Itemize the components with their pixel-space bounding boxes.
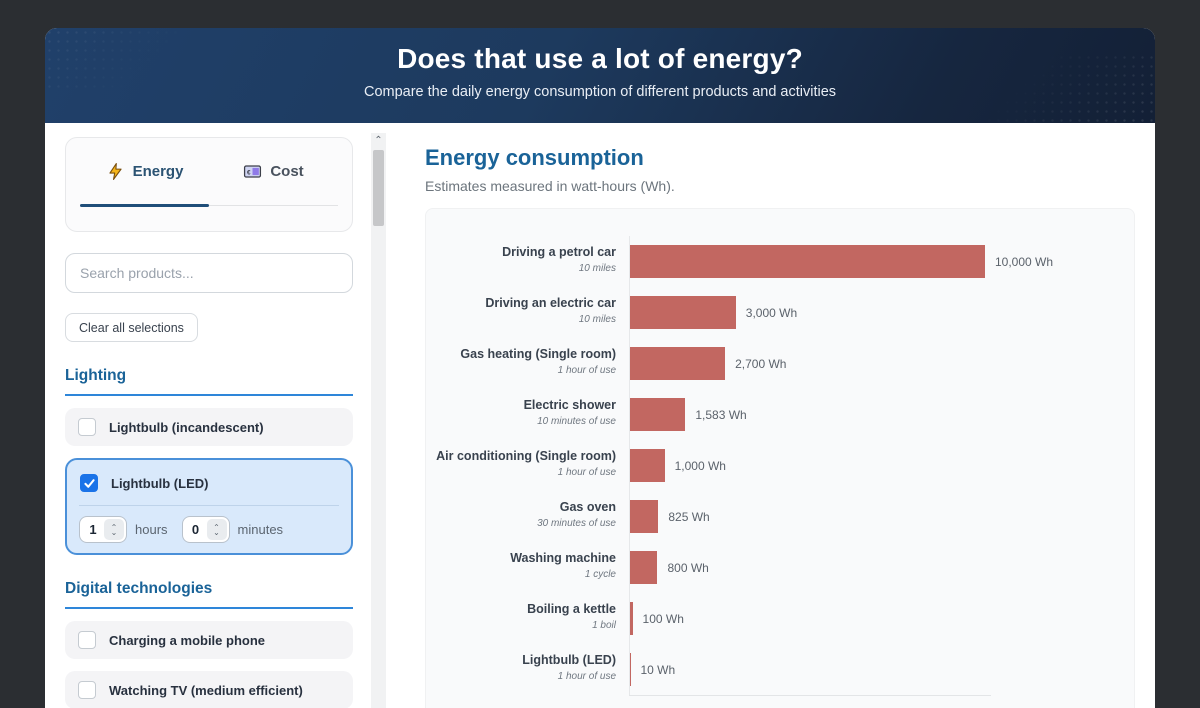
sidebar: Energy € Cost Clear all selections Light… <box>65 137 353 708</box>
checkbox-unchecked[interactable] <box>78 631 96 649</box>
spinner-arrows-icon[interactable]: ⌃ ⌄ <box>104 519 124 540</box>
bar <box>629 296 736 329</box>
chart-row: Gas oven 30 minutes of use 825 Wh <box>426 491 1134 542</box>
svg-text:€: € <box>247 169 251 176</box>
chart-row: Lightbulb (LED) 1 hour of use 10 Wh <box>426 644 1134 695</box>
bar-value: 3,000 Wh <box>745 305 798 320</box>
bar-value: 1,583 Wh <box>695 407 747 422</box>
bar-value: 800 Wh <box>667 560 709 575</box>
bar-value: 100 Wh <box>642 611 684 626</box>
hours-stepper[interactable]: 1 ⌃ ⌄ <box>79 516 127 543</box>
hours-value[interactable]: 1 <box>89 522 97 537</box>
bar-value: 10 Wh <box>640 662 676 677</box>
tabs-card: Energy € Cost <box>65 137 353 232</box>
chart-row: Gas heating (Single room) 1 hour of use 2… <box>426 338 1134 389</box>
banknote-icon: € <box>243 162 262 181</box>
sidebar-scrollbar[interactable]: ⌃ ⌄ <box>371 133 386 708</box>
search-input[interactable] <box>65 253 353 293</box>
bar <box>629 551 658 584</box>
tab-energy[interactable]: Energy <box>80 162 209 181</box>
tab-cost[interactable]: € Cost <box>209 162 338 181</box>
app-card: Does that use a lot of energy? Compare t… <box>45 28 1155 708</box>
page-title: Does that use a lot of energy? <box>397 43 803 74</box>
chart-row: Washing machine 1 cycle 800 Wh <box>426 542 1134 593</box>
tab-cost-label: Cost <box>270 162 304 180</box>
tab-energy-label: Energy <box>132 162 184 180</box>
bar-value: 10,000 Wh <box>995 254 1054 269</box>
content-area: Energy € Cost Clear all selections Light… <box>45 123 1155 708</box>
chart-subtitle: Estimates measured in watt-hours (Wh). <box>425 178 675 194</box>
bar <box>629 653 631 686</box>
spinner-arrows-icon[interactable]: ⌃ ⌄ <box>206 519 227 540</box>
chart-row: Boiling a kettle 1 boil 100 Wh <box>426 593 1134 644</box>
bar <box>629 602 633 635</box>
chart-row: Air conditioning (Single room) 1 hour of … <box>426 440 1134 491</box>
hours-label: hours <box>135 522 168 537</box>
product-item-watching-tv[interactable]: Watching TV (medium efficient) <box>65 671 353 708</box>
bar <box>629 449 665 482</box>
page-subtitle: Compare the daily energy consumption of … <box>363 84 837 100</box>
checkbox-unchecked[interactable] <box>78 418 96 436</box>
section-title-lighting: Lighting <box>65 367 353 396</box>
clear-selections-button[interactable]: Clear all selections <box>65 313 198 342</box>
x-axis-line <box>629 695 991 696</box>
chart-row: Driving an electric car 10 miles 3,000 Wh <box>426 287 1134 338</box>
bar-value: 825 Wh <box>668 509 710 524</box>
main-panel: Energy consumption Estimates measured in… <box>425 123 1135 708</box>
app-header: Does that use a lot of energy? Compare t… <box>45 28 1155 123</box>
tab-underline <box>80 204 338 207</box>
checkbox-checked[interactable] <box>80 474 98 492</box>
minutes-value[interactable]: 0 <box>191 522 200 537</box>
checkbox-unchecked[interactable] <box>78 681 96 699</box>
chart-row: Electric shower 10 minutes of use 1,583 W… <box>426 389 1134 440</box>
bar <box>629 245 985 278</box>
product-item-lightbulb-led-selected[interactable]: Lightbulb (LED) 1 ⌃ ⌄ hours 0 ⌃ ⌄ minutes <box>65 458 353 555</box>
divider <box>79 505 339 506</box>
chart-title: Energy consumption <box>425 145 644 170</box>
scroll-down-icon[interactable]: ⌄ <box>371 704 386 708</box>
bar <box>629 347 726 380</box>
product-item-charging-mobile-phone[interactable]: Charging a mobile phone <box>65 621 353 659</box>
bar <box>629 398 686 431</box>
section-title-digital-technologies: Digital technologies <box>65 580 353 609</box>
minutes-stepper[interactable]: 0 ⌃ ⌄ <box>181 516 230 543</box>
scrollbar-thumb[interactable] <box>373 150 384 226</box>
lightning-icon <box>106 162 125 181</box>
chart-row: Driving a petrol car 10 miles 10,000 Wh <box>426 236 1134 287</box>
bar-value: 1,000 Wh <box>674 458 726 473</box>
scroll-up-icon[interactable]: ⌃ <box>374 135 383 146</box>
energy-chart: Driving a petrol car 10 miles 10,000 Wh D… <box>425 208 1135 708</box>
bar-value: 2,700 Wh <box>735 356 787 371</box>
product-item-lightbulb-incandescent[interactable]: Lightbulb (incandescent) <box>65 408 353 446</box>
minutes-label: minutes <box>237 522 284 537</box>
bar <box>629 500 659 533</box>
